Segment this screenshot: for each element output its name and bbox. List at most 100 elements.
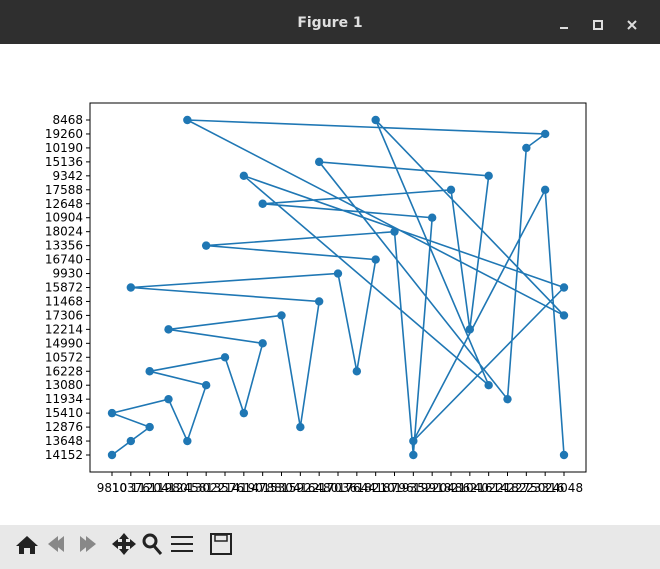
y-tick-label: 10572 <box>45 350 83 364</box>
zoom-button[interactable] <box>142 533 158 549</box>
y-tick-label: 16740 <box>45 253 83 267</box>
toolbar <box>0 525 660 569</box>
data-point <box>409 436 418 446</box>
x-tick-label: 10376 <box>112 481 150 495</box>
data-point <box>107 450 117 460</box>
y-tick-label: 17588 <box>45 183 83 197</box>
x-tick-label: 17644 <box>338 481 376 495</box>
x-tick-label: 15922 <box>281 481 319 495</box>
save-button[interactable] <box>210 533 232 555</box>
x-tick-label: 13576 <box>206 481 244 495</box>
y-tick-label: 14152 <box>45 448 83 462</box>
data-point <box>314 297 324 306</box>
y-tick-label: 11468 <box>45 294 83 308</box>
y-tick-label: 13080 <box>45 378 83 392</box>
pan-button[interactable] <box>112 533 136 555</box>
x-tick-label: 14788 <box>244 481 282 495</box>
y-tick-label: 19260 <box>45 127 83 141</box>
axes-frame <box>89 102 587 473</box>
x-tick-label: 14190 <box>225 481 263 495</box>
data-point <box>503 394 512 404</box>
x-tick-label: 19918 <box>413 481 451 495</box>
data-point <box>277 311 286 320</box>
data-point <box>164 394 173 404</box>
title-bar <box>0 0 660 44</box>
data-point <box>296 422 305 432</box>
y-tick-label: 10190 <box>45 141 83 155</box>
data-point <box>559 311 569 320</box>
y-tick-label: 12214 <box>45 322 83 336</box>
x-tick-label: 22182 <box>488 481 526 495</box>
window-title: Figure 1 <box>297 15 362 31</box>
data-point <box>145 367 154 376</box>
data-point <box>239 408 249 418</box>
data-point <box>540 185 550 194</box>
data-point <box>145 422 154 432</box>
y-tick-label: 16228 <box>45 364 83 378</box>
data-point <box>371 255 380 264</box>
x-tick-label: 11980 <box>149 481 187 495</box>
back-button[interactable] <box>48 536 64 552</box>
data-point <box>559 450 569 460</box>
data-point <box>183 115 192 125</box>
x-tick-label: 9810 <box>97 481 128 495</box>
data-point <box>390 227 399 236</box>
data-point <box>371 115 380 125</box>
x-tick-label: 20486 <box>432 481 470 495</box>
y-tick-label: 9342 <box>52 169 83 183</box>
data-point <box>164 325 173 334</box>
data-point <box>201 381 211 390</box>
data-point <box>333 269 343 278</box>
y-tick-label: 15410 <box>45 406 83 420</box>
x-tick-label: 21040 <box>451 481 489 495</box>
data-point <box>107 408 117 418</box>
configure-button[interactable] <box>171 536 193 552</box>
plot-layer: 9810103761120411980124581302213576141901… <box>45 113 583 495</box>
toolbar-buttons <box>16 533 232 555</box>
y-tick-label: 14990 <box>45 336 83 350</box>
x-tick-label: 11204 <box>131 481 169 495</box>
y-tick-label: 18024 <box>45 225 83 239</box>
data-point <box>559 283 569 292</box>
data-point <box>427 213 437 222</box>
x-tick-label: 22750 <box>507 481 545 495</box>
y-tick-label: 11934 <box>45 392 83 406</box>
x-tick-label: 23316 <box>526 481 564 495</box>
data-point <box>201 241 211 250</box>
x-tick-label: 13022 <box>187 481 225 495</box>
y-tick-label: 10904 <box>45 211 83 225</box>
data-point <box>314 157 324 167</box>
close-button[interactable] <box>627 20 637 30</box>
data-point <box>522 143 531 153</box>
forward-button[interactable] <box>80 536 96 552</box>
data-point <box>409 450 418 460</box>
zoom-handle <box>152 545 163 555</box>
data-point <box>540 129 550 139</box>
data-point <box>484 381 493 390</box>
data-point <box>352 367 362 376</box>
y-tick-label: 9930 <box>52 267 83 281</box>
x-tick-label: 18210 <box>357 481 395 495</box>
x-tick-label: 18796 <box>375 481 413 495</box>
data-point <box>126 436 136 446</box>
data-point <box>465 325 475 334</box>
y-tick-label: 12648 <box>45 197 83 211</box>
data-point <box>239 171 249 181</box>
save-icon-detail <box>214 534 228 542</box>
y-tick-label: 13356 <box>45 239 83 253</box>
x-tick-label: 17036 <box>319 481 357 495</box>
x-tick-label: 12458 <box>168 481 206 495</box>
data-point <box>258 199 267 208</box>
x-tick-label: 19352 <box>394 481 432 495</box>
y-tick-label: 8468 <box>52 113 83 127</box>
maximize-button[interactable] <box>593 20 603 30</box>
x-tick-label: 21614 <box>470 481 508 495</box>
home-button[interactable] <box>16 536 38 554</box>
x-tick-label: 15304 <box>262 481 300 495</box>
data-point <box>220 353 230 362</box>
y-tick-label: 12876 <box>45 420 83 434</box>
data-point <box>446 185 456 194</box>
x-tick-label: 16480 <box>300 481 338 495</box>
